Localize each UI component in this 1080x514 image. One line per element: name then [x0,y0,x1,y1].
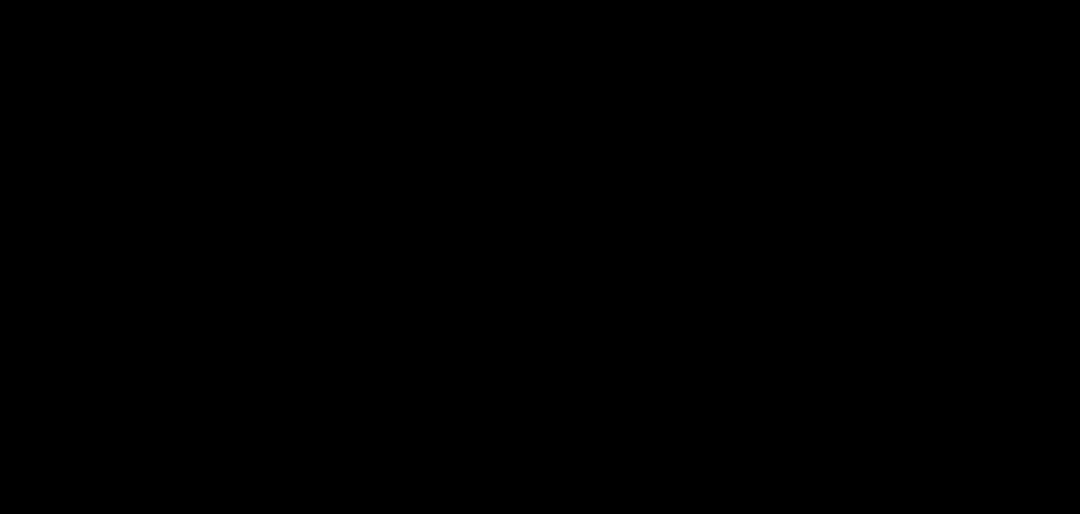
Text: $\mathbf{Nu_x = 2604.39}$: $\mathbf{Nu_x = 2604.39}$ [132,301,280,322]
Text: 7- Air at 1 atm and 27°C blows across a large concrete surface 15 m wide: 7- Air at 1 atm and 27°C blows across a … [132,111,832,128]
Text: Reynold number and the convection heat loss from the surface.: Reynold number and the convection heat l… [132,198,733,216]
Text: $k = 0.0273$: $k = 0.0273$ [405,252,505,271]
Text: Convection heat transfer: Convection heat transfer [774,28,978,45]
Text: and unit length maintained at 55°C. The flow velocity is 4.5 m/s. Calculate: and unit length maintained at 55°C. The … [132,154,837,172]
Text: Heat Transfer: Heat Transfer [132,28,246,45]
Text: $v = 17.94 \times 10^{-6}$: $v = 17.94 \times 10^{-6}$ [132,252,287,273]
Text: $\mathbf{Pr} = \mathbf{0.7}$: $\mathbf{Pr} = \mathbf{0.7}$ [582,252,662,271]
Text: Answers:: Answers: [132,375,213,392]
Text: $\mathbf{Re}_L = 3.76 \times 10^6$: $\mathbf{Re}_L = 3.76 \times 10^6$ [278,375,473,407]
Text: $\mathrm{and}\ \ q = 3980\,\mathrm{W}$: $\mathrm{and}\ \ q = 3980\,\mathrm{W}$ [596,368,755,391]
